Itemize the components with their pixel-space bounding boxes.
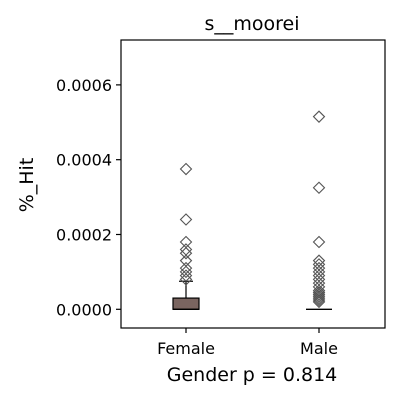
plot-frame xyxy=(120,39,386,329)
y-tick-label: 0.0006 xyxy=(56,76,112,95)
outlier-point-male xyxy=(312,261,326,275)
outlier-point-female xyxy=(179,162,193,176)
outlier-point-male xyxy=(312,273,326,286)
outlier-point-male xyxy=(312,110,326,123)
outlier-point-female xyxy=(179,254,193,267)
y-axis-label: %_Hit xyxy=(16,158,38,213)
outlier-point-male xyxy=(312,254,326,267)
box-female xyxy=(172,297,200,310)
outlier-point-male xyxy=(312,181,326,195)
outlier-point-male xyxy=(312,269,326,282)
outlier-point-female xyxy=(179,265,193,279)
outlier-point-male xyxy=(312,235,326,249)
outlier-point-female xyxy=(179,269,193,282)
outlier-point-male xyxy=(312,265,326,279)
plot-area: 0.0000 0.0002 0.0004 0.0006 Female Male xyxy=(56,39,386,358)
x-axis-label: Gender p = 0.814 xyxy=(167,364,338,386)
y-tick-label: 0.0002 xyxy=(56,225,112,244)
outlier-point-female xyxy=(179,246,193,260)
chart-title: s__moorei xyxy=(204,13,299,35)
outlier-point-male xyxy=(312,258,326,271)
y-tick-label: 0.0004 xyxy=(56,151,112,170)
outlier-point-female xyxy=(179,261,193,275)
y-tick-label: 0.0000 xyxy=(56,300,112,319)
x-tick-label-female: Female xyxy=(157,339,215,358)
x-tick-label-male: Male xyxy=(300,339,338,358)
outlier-point-female xyxy=(179,235,193,249)
outlier-point-female xyxy=(179,213,193,226)
outlier-point-male xyxy=(312,286,326,299)
outlier-point-female xyxy=(179,243,193,256)
